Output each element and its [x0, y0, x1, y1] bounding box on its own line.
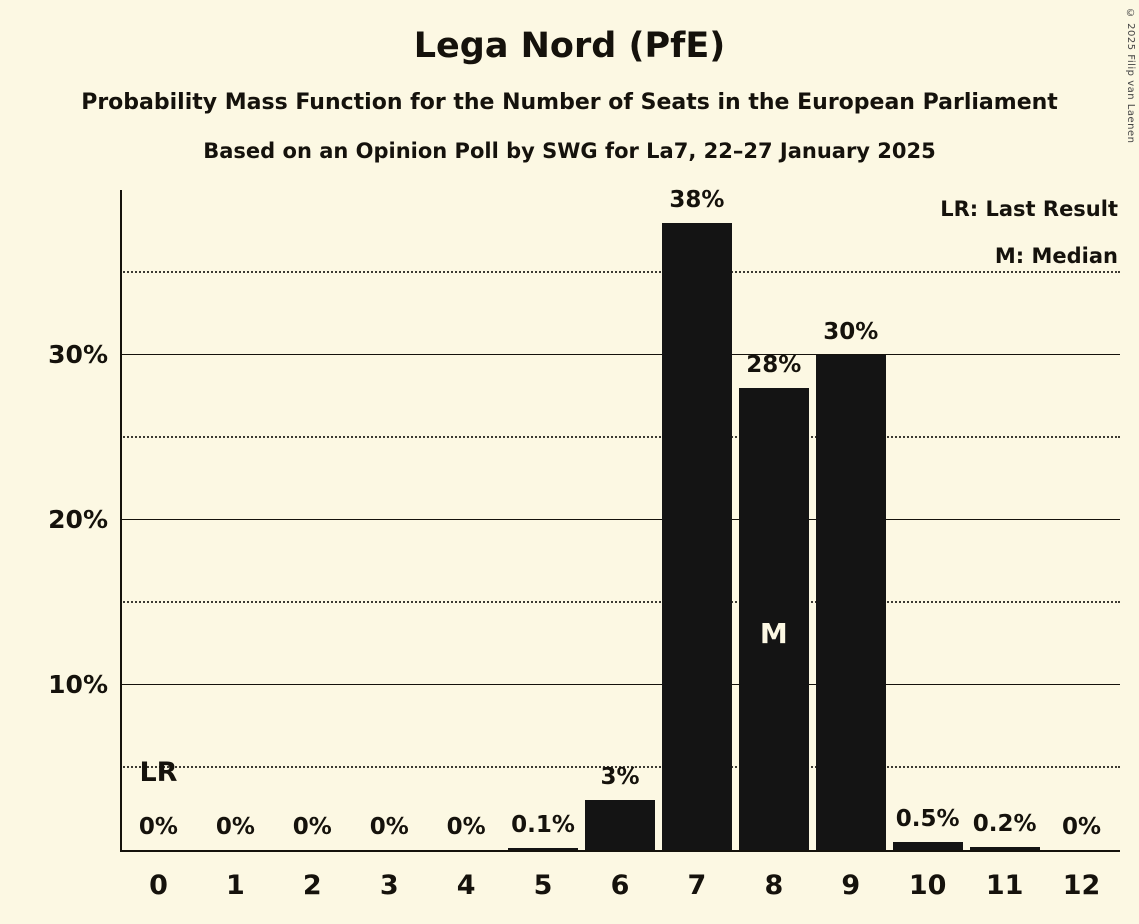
bar-label-4: 0%: [446, 814, 486, 840]
bar-label-7: 38%: [669, 187, 725, 213]
bar-8: [738, 388, 809, 850]
bar-label-8: 28%: [746, 352, 802, 378]
bar-6: [585, 800, 655, 850]
bar-9: [815, 355, 886, 850]
x-tick-7: 7: [687, 870, 707, 901]
bar-label-3: 0%: [369, 814, 409, 840]
bar-label-0: 0%: [138, 814, 178, 840]
x-axis-line: [120, 850, 1120, 852]
bar-label-9: 30%: [823, 319, 879, 345]
bar-11: [969, 847, 1040, 850]
annotation-median: M: [759, 617, 788, 650]
x-tick-2: 2: [302, 870, 322, 901]
plot-area: 10% 20% 30% 0% 0 0% 1 0% 2 0% 3 0% 4 0.1% 5 3% 6 38% 7 28% 8…: [48, 187, 1120, 901]
bar-label-1: 0%: [215, 814, 255, 840]
bar-5: [508, 848, 579, 850]
chart-title: Lega Nord (PfE): [413, 26, 726, 66]
x-tick-12: 12: [1062, 870, 1101, 901]
x-tick-8: 8: [764, 870, 784, 901]
chart-legend: LR: Last Result M: Median: [940, 186, 1118, 280]
x-tick-1: 1: [225, 870, 245, 901]
bar-label-6: 3%: [600, 764, 640, 790]
gridline-dotted-15: [120, 600, 1120, 603]
gridline-dotted-25: [120, 435, 1120, 438]
chart-subtitle: Probability Mass Function for the Number…: [81, 90, 1058, 115]
bar-label-2: 0%: [292, 814, 332, 840]
gridline-solid-10: [120, 684, 1120, 685]
chart-subtitle-source: Based on an Opinion Poll by SWG for La7,…: [203, 139, 936, 163]
x-tick-0: 0: [149, 870, 168, 901]
y-tick-20: 20%: [48, 505, 108, 534]
gridline-dotted-5: [120, 765, 1120, 768]
gridline-dotted-35: [120, 270, 1120, 273]
y-tick-30: 30%: [48, 340, 108, 369]
bar-label-12: 0%: [1061, 814, 1102, 840]
y-axis-line: [120, 190, 122, 850]
x-tick-6: 6: [610, 870, 630, 901]
x-tick-11: 11: [985, 870, 1024, 901]
gridline-solid-30: [120, 354, 1120, 355]
x-tick-3: 3: [379, 870, 399, 901]
bar-label-11: 0.2%: [972, 811, 1037, 837]
x-tick-9: 9: [841, 870, 861, 901]
legend-median: M: Median: [994, 244, 1118, 268]
bar-label-10: 0.5%: [895, 806, 960, 832]
copyright-text: © 2025 Filip van Laenen: [1125, 8, 1136, 144]
bar-10: [892, 842, 963, 850]
bar-label-5: 0.1%: [511, 812, 575, 838]
legend-last-result: LR: Last Result: [940, 197, 1118, 221]
x-tick-4: 4: [456, 870, 476, 901]
annotation-last-result: LR: [139, 757, 178, 788]
x-tick-5: 5: [533, 870, 553, 901]
bar-7: [661, 223, 732, 850]
x-tick-10: 10: [908, 870, 947, 901]
y-tick-10: 10%: [48, 670, 108, 699]
gridline-solid-20: [120, 519, 1120, 520]
